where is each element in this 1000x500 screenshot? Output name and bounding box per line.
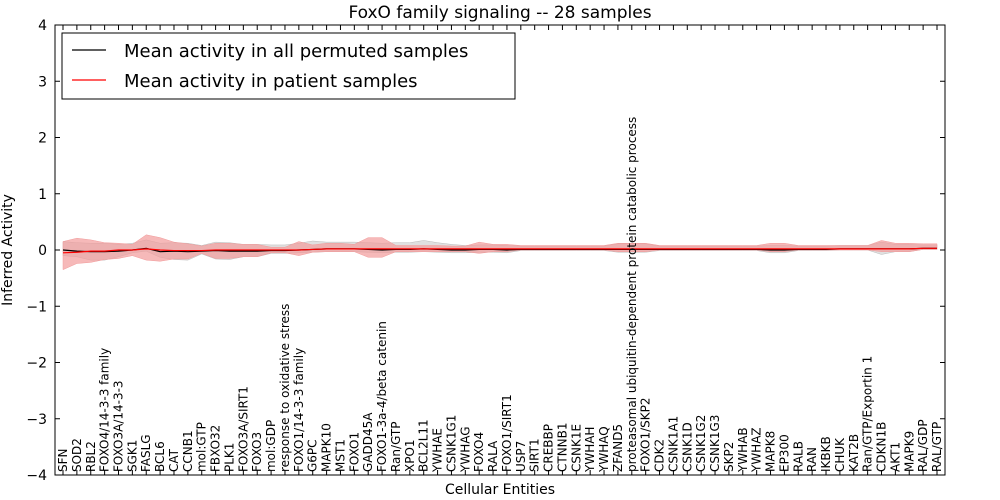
series-line-patient: [62, 247, 937, 254]
x-tick-label: Ran/GTP/Exportin 1: [861, 356, 875, 472]
y-tick-label: 1: [38, 187, 47, 203]
x-tick-label: FOXO4: [472, 432, 486, 472]
x-tick-label: AKT1: [888, 442, 902, 472]
x-tick-label: YWHAH: [583, 427, 597, 473]
x-tick-label: FOXO3A/SIRT1: [236, 386, 250, 472]
x-tick-label: RAL/GDP: [916, 419, 930, 472]
x-tick-label: CDK2: [653, 439, 667, 472]
x-tick-label: KAT2B: [847, 434, 861, 472]
x-tick-label: CSNK1D: [680, 422, 694, 472]
series-band-patient: [62, 234, 938, 271]
x-tick-label: YWHAQ: [597, 426, 611, 473]
x-tick-label: CCNB1: [181, 430, 195, 472]
x-tick-label: USP7: [514, 441, 528, 472]
x-tick-label: MST1: [333, 439, 347, 472]
x-axis-label: Cellular Entities: [445, 482, 555, 498]
x-tick-label: CSNK1G2: [694, 415, 708, 472]
x-tick-label: BCL2L11: [417, 419, 431, 472]
chart-title: FoxO family signaling -- 28 samples: [348, 3, 651, 23]
legend: Mean activity in all permuted samples Me…: [61, 32, 516, 100]
x-tick-label: CSNK1G1: [444, 415, 458, 472]
y-tick-label: 3: [38, 74, 47, 90]
y-tick-label: −2: [26, 356, 47, 372]
y-tick-label: −4: [26, 468, 47, 484]
x-tick-label: CREBBP: [542, 424, 556, 472]
x-tick-label: FOXO1-3a-4/beta catenin: [375, 321, 389, 472]
x-tick-label: CAT: [167, 448, 181, 472]
x-tick-label: mol:GTP: [195, 422, 209, 472]
x-tick-label: SOD2: [70, 438, 84, 472]
x-tick-label: RAN: [805, 447, 819, 472]
x-tick-label: FASLG: [139, 434, 153, 472]
x-tick-label: FOXO1/14-3-3 family: [292, 348, 306, 472]
y-tick-label: 4: [38, 18, 47, 34]
y-tick-label: 0: [38, 243, 47, 259]
x-tick-label: XPO1: [403, 439, 417, 472]
x-tick-label: RALB: [791, 441, 805, 472]
y-tick-label: −1: [26, 299, 47, 315]
x-tick-label: G6PC: [306, 439, 320, 472]
y-tick-label: 2: [38, 131, 47, 147]
x-tick-label: CSNK1A1: [666, 416, 680, 472]
x-tick-label: FOXO3: [250, 432, 264, 472]
x-tick-label: FOXO1/SKP2: [639, 397, 653, 472]
legend-frame: [61, 32, 516, 100]
x-tick-label: Ran/GTP: [389, 421, 403, 472]
x-tick-label: BCL6: [153, 441, 167, 472]
y-axis-label: Inferred Activity: [0, 194, 16, 306]
x-tick-label: ZFAND5: [611, 424, 625, 472]
x-tick-label: SGK1: [125, 440, 139, 472]
x-tick-label: RAL/GTP: [930, 422, 944, 472]
x-tick-label: CHUK: [833, 437, 847, 472]
x-tick-label: FOXO4/14-3-3 family: [98, 348, 112, 472]
x-tick-label: FOXO1: [347, 432, 361, 472]
x-tick-label: FOXO1/SIRT1: [500, 394, 514, 472]
x-tick-label: CSNK1E: [569, 424, 583, 472]
x-tick-label: MAPK8: [764, 431, 778, 472]
x-tick-label: CDKN1B: [875, 422, 889, 472]
x-tick-label: YWHAB: [736, 427, 750, 473]
legend-label-patient: Mean activity in patient samples: [124, 71, 418, 92]
x-tick-label: YWHAG: [458, 426, 472, 473]
x-tick-label: GADD45A: [361, 412, 375, 472]
x-tick-label: PLK1: [222, 443, 236, 472]
x-tick-label: RBL2: [84, 441, 98, 472]
y-tick-label: −3: [26, 412, 47, 428]
x-tick-label: CSNK1G3: [708, 415, 722, 472]
x-tick-label: FBXO32: [209, 425, 223, 472]
x-tick-label: SKP2: [722, 442, 736, 472]
x-tick-label: MAPK10: [320, 423, 334, 472]
x-tick-label: IKBKB: [819, 436, 833, 472]
x-tick-label: SFN: [56, 449, 70, 473]
x-tick-label: MAPK9: [902, 431, 916, 472]
x-tick-label: SIRT1: [528, 438, 542, 472]
x-tick-label: response to oxidative stress: [278, 304, 292, 472]
y-axis: 4 3 2 1 0 −1 −2 −3 −4: [26, 18, 945, 484]
x-axis: SFN SOD2 RBL2 FOXO4/14-3-3 family FOXO3A/14-…: [56, 25, 944, 475]
x-tick-label: EP300: [777, 434, 791, 472]
x-tick-label: FOXO3A/14-3-3: [111, 380, 125, 472]
x-tick-label: YWHAZ: [750, 427, 764, 473]
x-tick-label: mol:GDP: [264, 420, 278, 472]
lines-layer: [62, 247, 937, 254]
x-tick-label: RALA: [486, 440, 500, 472]
x-tick-label: YWHAE: [431, 428, 445, 473]
legend-label-permuted: Mean activity in all permuted samples: [124, 41, 468, 62]
x-tick-label: CTNNB1: [555, 422, 569, 472]
x-tick-label: proteasomal ubiquitin-dependent protein …: [625, 117, 639, 472]
